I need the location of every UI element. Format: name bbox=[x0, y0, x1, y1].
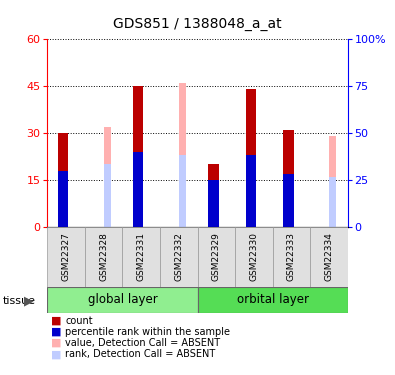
Bar bbox=[179, 83, 186, 227]
Text: GSM22330: GSM22330 bbox=[249, 232, 258, 280]
Bar bbox=[198, 287, 348, 313]
Bar bbox=[58, 133, 68, 227]
Bar bbox=[329, 177, 336, 227]
Bar bbox=[246, 155, 256, 227]
Text: ■: ■ bbox=[51, 338, 62, 348]
Text: ■: ■ bbox=[51, 316, 62, 326]
Bar bbox=[47, 227, 85, 287]
Bar bbox=[235, 227, 273, 287]
Text: percentile rank within the sample: percentile rank within the sample bbox=[65, 327, 230, 337]
Bar bbox=[283, 130, 293, 227]
Text: GSM22334: GSM22334 bbox=[324, 232, 333, 280]
Bar bbox=[85, 227, 122, 287]
Bar bbox=[246, 89, 256, 227]
Text: GSM22328: GSM22328 bbox=[99, 232, 108, 280]
Text: count: count bbox=[65, 316, 93, 326]
Bar bbox=[104, 127, 111, 227]
Bar bbox=[283, 174, 293, 227]
Bar bbox=[58, 171, 68, 227]
Bar bbox=[273, 227, 310, 287]
Text: GSM22329: GSM22329 bbox=[212, 232, 221, 280]
Text: global layer: global layer bbox=[88, 294, 157, 306]
Bar bbox=[122, 227, 160, 287]
Text: rank, Detection Call = ABSENT: rank, Detection Call = ABSENT bbox=[65, 350, 215, 359]
Bar bbox=[133, 86, 143, 227]
Text: GSM22331: GSM22331 bbox=[137, 232, 146, 280]
Bar bbox=[47, 287, 198, 313]
Bar bbox=[329, 136, 336, 227]
Text: ▶: ▶ bbox=[24, 294, 33, 307]
Bar bbox=[104, 164, 111, 227]
Text: ■: ■ bbox=[51, 327, 62, 337]
Bar bbox=[310, 227, 348, 287]
Text: tissue: tissue bbox=[3, 296, 36, 306]
Bar bbox=[198, 227, 235, 287]
Text: value, Detection Call = ABSENT: value, Detection Call = ABSENT bbox=[65, 338, 220, 348]
Text: GSM22327: GSM22327 bbox=[62, 232, 71, 280]
Bar bbox=[208, 180, 218, 227]
Bar bbox=[208, 164, 218, 227]
Bar bbox=[160, 227, 198, 287]
Text: GDS851 / 1388048_a_at: GDS851 / 1388048_a_at bbox=[113, 17, 282, 31]
Text: GSM22332: GSM22332 bbox=[174, 232, 183, 280]
Bar bbox=[133, 152, 143, 227]
Bar bbox=[179, 155, 186, 227]
Text: orbital layer: orbital layer bbox=[237, 294, 308, 306]
Text: ■: ■ bbox=[51, 350, 62, 359]
Text: GSM22333: GSM22333 bbox=[287, 232, 296, 280]
